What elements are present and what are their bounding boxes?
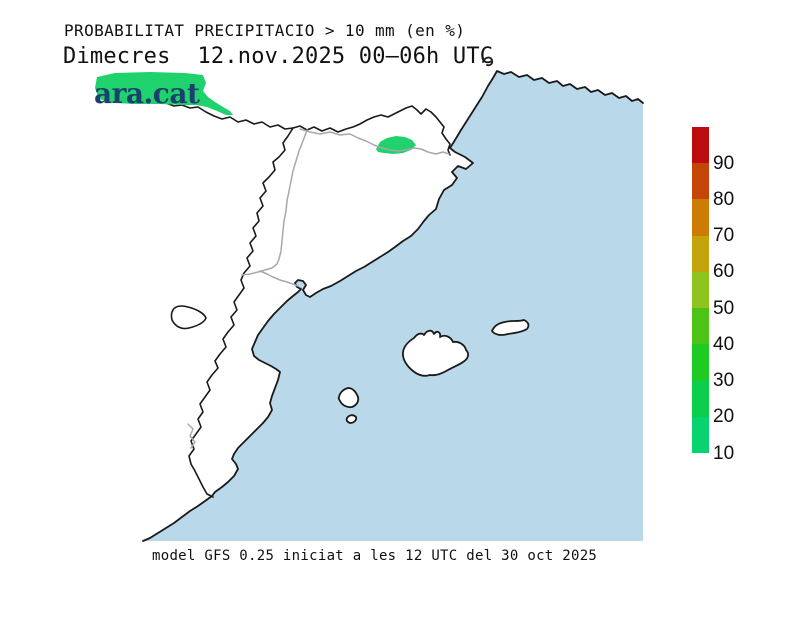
island-formentera (345, 414, 358, 424)
legend-tick-40: 40 (713, 333, 735, 355)
lagoon-inlet (482, 56, 494, 67)
map-title: PROBABILITAT PRECIPITACIO > 10 mm (en %) (64, 21, 466, 40)
province-border-vertical (241, 129, 308, 276)
legend-tick-80: 80 (713, 188, 735, 210)
legend-segment-70-80 (692, 199, 709, 236)
coastline (142, 70, 644, 542)
legend-bar (692, 127, 709, 453)
border-west-region (188, 127, 294, 498)
island-ibiza (337, 387, 360, 409)
border-pyrenees (127, 91, 451, 156)
legend-tick-10: 10 (713, 442, 735, 464)
legend-segment-20-30 (692, 380, 709, 417)
sea-mediterranean (143, 71, 643, 541)
island-mallorca (402, 329, 470, 377)
legend-segment-50-60 (692, 271, 709, 309)
legend-tick-90: 90 (713, 152, 735, 174)
model-info: model GFS 0.25 iniciat a les 12 UTC del … (152, 548, 598, 564)
ara-cat-logo: ara.cat (94, 77, 200, 110)
legend-segment-60-70 (692, 235, 709, 272)
legend-tick-50: 50 (713, 297, 735, 319)
legend-tick-70: 70 (713, 225, 735, 247)
legend-labels: 90 80 70 60 50 40 30 20 10 (713, 127, 753, 464)
legend-tick-20: 20 (713, 406, 735, 428)
legend-segment-80-90 (692, 163, 709, 200)
legend-segment-10-20 (692, 416, 709, 453)
precip-area-southwest-france (95, 72, 233, 115)
map-subtitle: Dimecres 12.nov.2025 00–06h UTC (63, 44, 494, 69)
legend-segment-90-100 (692, 127, 709, 164)
legend-tick-60: 60 (713, 261, 735, 283)
legend-segment-30-40 (692, 344, 709, 381)
border-enclave (170, 305, 207, 330)
legend-tick-30: 30 (713, 370, 735, 392)
legend-segment-40-50 (692, 308, 709, 345)
island-menorca (491, 319, 530, 336)
province-border-south-coast (259, 270, 299, 287)
province-border-fragment (187, 423, 196, 449)
province-border-north (299, 128, 450, 155)
